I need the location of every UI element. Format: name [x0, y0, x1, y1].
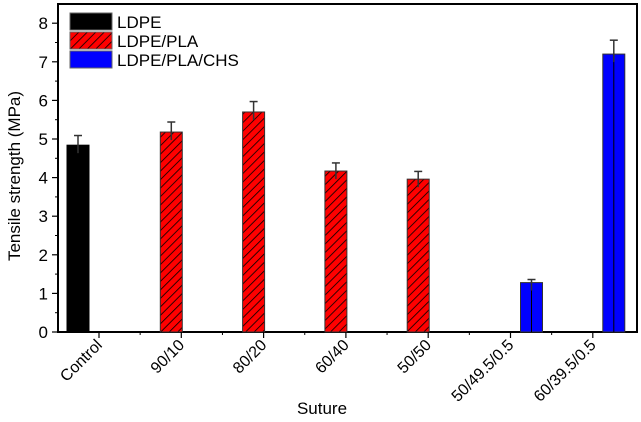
bar [159, 131, 183, 333]
x-tick-label: Control [57, 337, 105, 385]
y-tick-label: 7 [39, 53, 48, 72]
legend-swatch [69, 31, 113, 50]
legend-swatch [69, 12, 113, 31]
x-tick-label: 80/20 [230, 337, 270, 377]
x-tick-label: 90/10 [148, 337, 188, 377]
x-axis: Control 90/10 80/20 60/40 50/50 50/49.5/0.5 60… [57, 332, 600, 406]
legend-label: LDPE [117, 13, 161, 32]
y-tick-label: 3 [39, 207, 48, 226]
y-tick-label: 0 [39, 323, 48, 342]
bar [242, 111, 266, 333]
x-tick-label: 60/40 [312, 337, 352, 377]
bar [324, 170, 348, 333]
y-tick-label: 4 [39, 169, 48, 188]
y-tick-label: 1 [39, 284, 48, 303]
bar [406, 178, 430, 333]
y-tick-label: 8 [39, 14, 48, 33]
y-tick-label: 2 [39, 246, 48, 265]
legend-label: LDPE/PLA/CHS [117, 51, 239, 70]
bar [66, 144, 90, 333]
y-tick-label: 6 [39, 91, 48, 110]
y-axis: 0 1 2 3 4 5 6 7 8 [39, 14, 58, 342]
y-axis-label: Tensile strength (MPa) [5, 91, 24, 261]
x-tick-label: 50/50 [395, 337, 435, 377]
y-tick-label: 5 [39, 130, 48, 149]
plot-border [57, 3, 638, 333]
x-tick-label: 50/49.5/0.5 [449, 337, 518, 406]
x-tick-label: 60/39.5/0.5 [531, 337, 600, 406]
legend-swatch [69, 50, 113, 69]
legend-label: LDPE/PLA [117, 32, 199, 51]
plot-frame [57, 3, 638, 333]
bars [66, 39, 626, 333]
x-axis-label: Suture [297, 399, 347, 418]
